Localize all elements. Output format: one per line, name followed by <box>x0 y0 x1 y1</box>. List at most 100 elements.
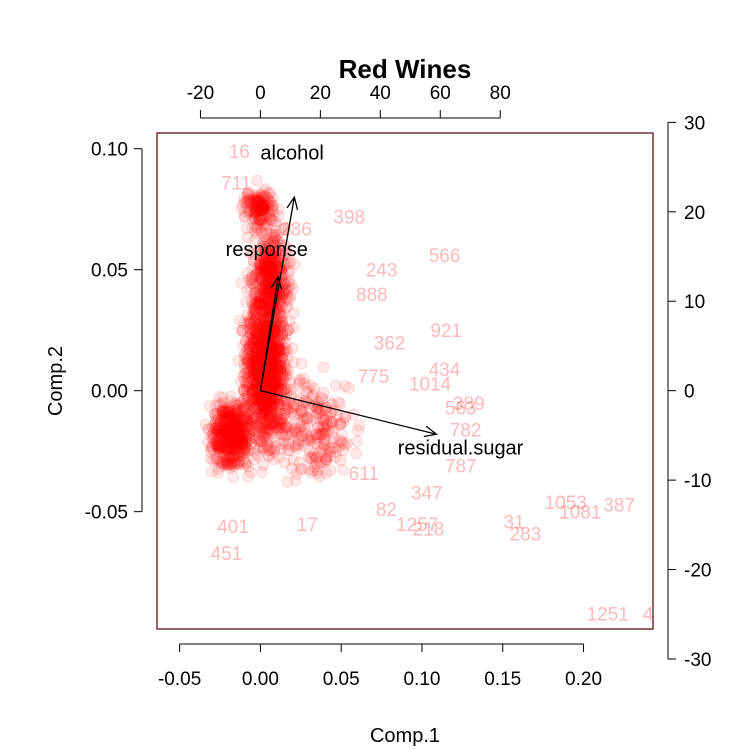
cloud-point <box>277 345 290 358</box>
cloud-point <box>253 352 265 365</box>
cloud-point <box>242 365 255 378</box>
point-label: 451 <box>211 544 243 565</box>
cloud-point <box>263 414 276 426</box>
cloud-point <box>236 324 249 337</box>
cloud-point <box>275 352 288 365</box>
x-tick-label: -0.05 <box>158 669 201 690</box>
cloud-point <box>264 364 277 377</box>
cloud-point <box>247 389 259 401</box>
cloud-point <box>317 361 330 373</box>
cloud-point <box>255 340 268 352</box>
cloud-point <box>258 317 270 330</box>
cloud-point <box>275 360 287 372</box>
cloud-point <box>241 317 254 330</box>
cloud-point <box>252 353 264 366</box>
cloud-point <box>263 444 276 457</box>
cloud-point <box>278 382 291 395</box>
cloud-point <box>275 351 288 363</box>
cloud-point <box>237 339 249 352</box>
cloud-point <box>243 336 256 349</box>
cloud-point <box>238 401 251 414</box>
cloud-point <box>271 410 284 423</box>
cloud-point <box>264 353 276 365</box>
cloud-point <box>280 371 293 384</box>
cloud-point <box>264 395 277 408</box>
cloud-point <box>251 328 264 340</box>
cloud-point <box>257 416 269 429</box>
cloud-point <box>249 307 261 320</box>
cloud-point <box>248 368 260 380</box>
cloud-point <box>248 411 261 423</box>
cloud-point <box>258 418 271 431</box>
cloud-point <box>247 377 260 390</box>
cloud-point <box>257 390 270 403</box>
cloud-point <box>235 325 248 337</box>
cloud-point <box>258 430 271 442</box>
cloud-point <box>247 422 259 435</box>
cloud-point <box>249 359 261 372</box>
cloud-point <box>257 319 269 332</box>
cloud-point <box>274 427 287 440</box>
cloud-point <box>273 420 286 433</box>
cloud-point <box>253 318 266 331</box>
cloud-point <box>249 321 261 334</box>
cloud-point <box>254 357 267 370</box>
cloud-point <box>278 408 291 420</box>
cloud-point <box>260 418 273 431</box>
cloud-point <box>277 372 289 385</box>
cloud-point <box>250 387 263 400</box>
cloud-point <box>273 342 286 354</box>
cloud-point <box>248 368 261 380</box>
cloud-point <box>272 329 284 341</box>
cloud-point <box>290 468 303 480</box>
right-tick-label: 30 <box>684 113 705 134</box>
cloud-point <box>254 392 267 405</box>
cloud-point <box>272 363 284 376</box>
cloud-point <box>245 438 258 451</box>
cloud-point <box>253 395 266 407</box>
cloud-point <box>268 354 281 367</box>
cloud-point <box>268 379 280 392</box>
cloud-point <box>240 352 252 365</box>
cloud-point <box>251 421 264 433</box>
cloud-point <box>266 418 279 431</box>
cloud-point <box>253 361 266 374</box>
cloud-point <box>249 332 261 345</box>
cloud-point <box>247 414 259 426</box>
cloud-point <box>250 382 263 395</box>
cloud-point <box>265 360 278 373</box>
cloud-point <box>281 475 294 488</box>
point-label: 243 <box>366 261 398 282</box>
cloud-point <box>263 399 276 411</box>
cloud-point <box>266 214 279 226</box>
cloud-point <box>253 403 266 416</box>
cloud-point <box>254 337 266 350</box>
cloud-point <box>254 295 267 308</box>
y-tick-label: 0.05 <box>91 261 128 282</box>
cloud-point <box>248 308 260 321</box>
cloud-point <box>280 400 293 412</box>
cloud-point <box>250 417 263 430</box>
cloud-point <box>265 400 278 413</box>
cloud-point <box>269 358 282 370</box>
cloud-point <box>280 363 293 376</box>
cloud-point <box>253 392 265 405</box>
cloud-point <box>252 370 265 383</box>
cloud-point <box>252 327 264 340</box>
cloud-point <box>249 370 261 383</box>
cloud-point <box>240 366 253 379</box>
cloud-point <box>276 353 288 366</box>
cloud-point <box>324 464 337 477</box>
cloud-point <box>242 356 254 369</box>
cloud-point <box>229 411 241 424</box>
cloud-point <box>272 342 285 354</box>
cloud-point <box>272 363 285 376</box>
cloud-point <box>238 385 250 397</box>
cloud-point <box>265 367 277 379</box>
right-axis: -30 -20 -10 0 10 20 30 <box>667 113 711 671</box>
cloud-point <box>251 335 264 348</box>
right-tick-label: -30 <box>684 650 711 671</box>
cloud-point <box>267 399 280 411</box>
cloud-point <box>243 405 255 417</box>
cloud-point <box>253 330 265 343</box>
